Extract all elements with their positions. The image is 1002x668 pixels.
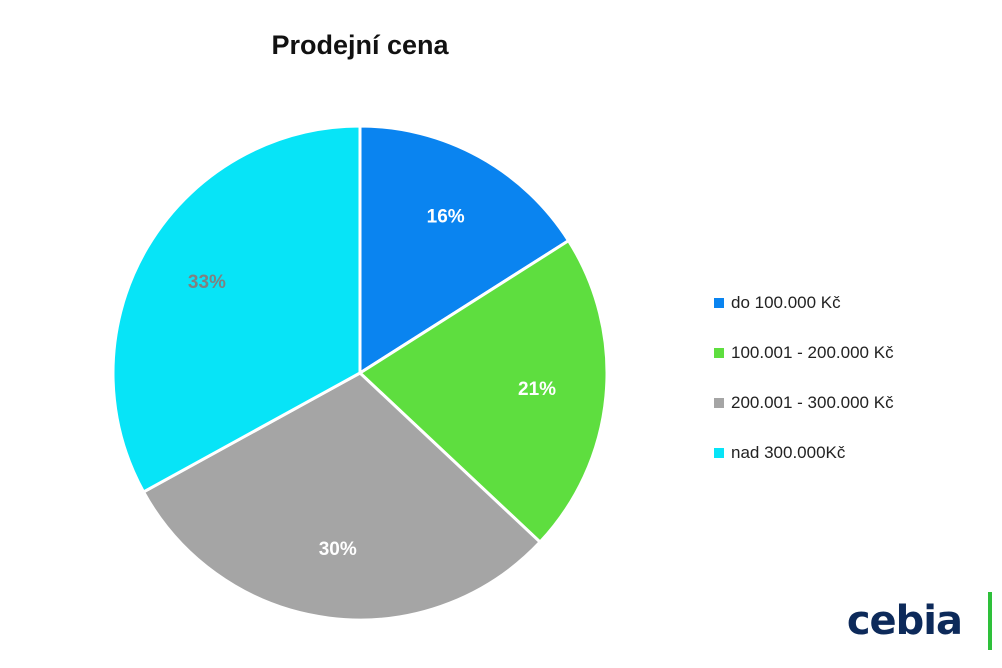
chart-legend: do 100.000 Kč 100.001 - 200.000 Kč 200.001…	[714, 290, 894, 490]
legend-label: 200.001 - 300.000 Kč	[731, 393, 894, 412]
pie-slice-3	[142, 371, 542, 622]
legend-item-3: 200.001 - 300.000 Kč	[714, 390, 894, 416]
legend-label: do 100.000 Kč	[731, 293, 841, 312]
brand-accent-bar	[988, 592, 992, 650]
data-label-2: 21%	[518, 379, 556, 400]
legend-item-2: 100.001 - 200.000 Kč	[714, 340, 894, 366]
data-label-4: 33%	[188, 272, 226, 293]
legend-swatch	[714, 348, 724, 358]
legend-swatch	[714, 398, 724, 408]
legend-item-1: do 100.000 Kč	[714, 290, 894, 316]
pie-data-labels: 16% 21% 30% 33%	[188, 207, 556, 560]
legend-item-4: nad 300.000Kč	[714, 440, 894, 466]
pie-slice-4	[111, 124, 362, 494]
data-label-1: 16%	[427, 207, 465, 228]
legend-swatch	[714, 298, 724, 308]
brand-logo: cebia	[847, 592, 992, 650]
pie-slice-2	[358, 239, 609, 544]
legend-swatch	[714, 448, 724, 458]
pie-slice-1	[358, 124, 571, 375]
data-label-3: 30%	[319, 539, 357, 560]
legend-label: nad 300.000Kč	[731, 443, 846, 462]
cebia-logo: cebia	[846, 598, 963, 644]
chart-title: Prodejní cena	[271, 30, 449, 60]
legend-label: 100.001 - 200.000 Kč	[731, 343, 894, 362]
pie-slices	[111, 124, 609, 622]
